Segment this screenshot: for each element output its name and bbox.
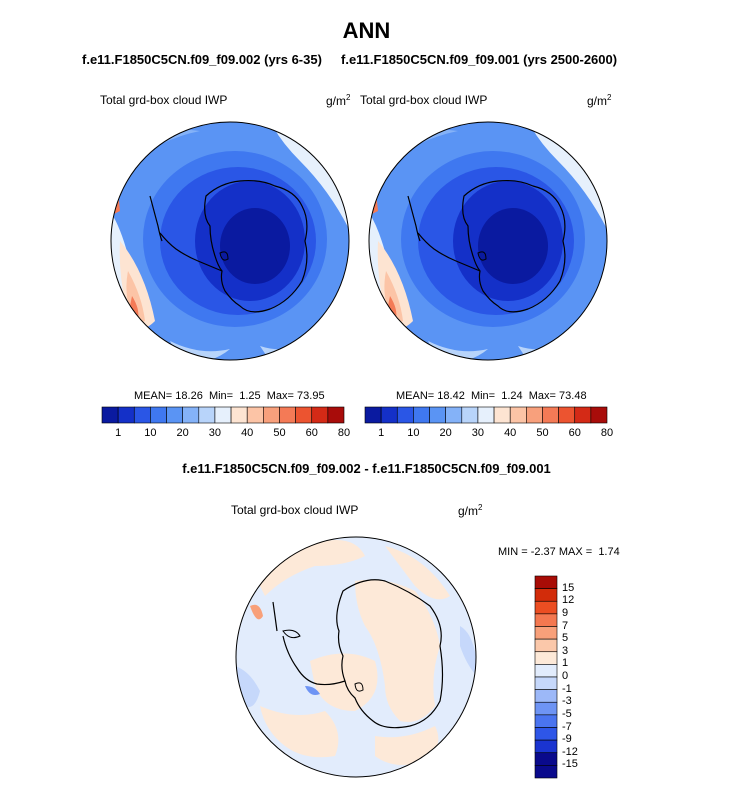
colorbar-tick-label: 9 bbox=[562, 606, 569, 619]
colorbar-tick-label: -12 bbox=[562, 745, 578, 758]
right-colorbar bbox=[364, 406, 608, 424]
colorbar-swatch bbox=[429, 406, 446, 424]
left-variable-label: Total grd-box cloud IWP bbox=[100, 93, 228, 107]
colorbar-swatch bbox=[534, 588, 558, 602]
right-run-title: f.e11.F1850C5CN.f09_f09.001 (yrs 2500-26… bbox=[341, 52, 618, 67]
colorbar-swatch bbox=[198, 406, 216, 424]
colorbar-swatch bbox=[117, 406, 135, 424]
colorbar-swatch bbox=[534, 638, 558, 653]
colorbar-tick-label: 80 bbox=[600, 427, 614, 439]
colorbar-tick-label: 0 bbox=[562, 670, 569, 682]
colorbar-swatch bbox=[542, 406, 559, 424]
colorbar-swatch bbox=[534, 676, 558, 690]
colorbar-swatch bbox=[558, 406, 576, 424]
colorbar-swatch bbox=[534, 613, 558, 627]
colorbar-tick-label: 1 bbox=[115, 427, 122, 439]
colorbar-swatch bbox=[263, 406, 280, 424]
colorbar-swatch bbox=[166, 406, 183, 424]
colorbar-swatch bbox=[445, 406, 463, 424]
colorbar-tick-label: -1 bbox=[562, 682, 572, 695]
colorbar-swatch bbox=[534, 739, 558, 754]
colorbar-swatch bbox=[396, 406, 414, 424]
colorbar-swatch bbox=[534, 727, 558, 741]
difference-title: f.e11.F1850C5CN.f09_f09.002 - f.e11.F185… bbox=[182, 461, 551, 476]
colorbar-tick-label: 7 bbox=[562, 619, 569, 632]
colorbar-swatch bbox=[327, 406, 345, 424]
colorbar-swatch bbox=[311, 406, 329, 424]
colorbar-tick-label: 20 bbox=[176, 427, 189, 439]
colorbar-tick-label: 50 bbox=[536, 427, 549, 439]
colorbar-swatch bbox=[534, 765, 558, 779]
colorbar-tick-label: 80 bbox=[337, 427, 351, 439]
diff-stats: MIN = -2.37 MAX = 1.74 bbox=[498, 546, 620, 558]
colorbar-swatch bbox=[574, 406, 592, 424]
colorbar-tick-label: 20 bbox=[439, 427, 452, 439]
colorbar-tick-label: -5 bbox=[562, 707, 572, 720]
colorbar-tick-label: 40 bbox=[504, 427, 517, 439]
colorbar-swatch bbox=[590, 406, 608, 424]
colorbar-swatch bbox=[477, 406, 495, 424]
colorbar-swatch bbox=[133, 406, 151, 424]
colorbar-swatch bbox=[182, 406, 200, 424]
colorbar-tick-label: 40 bbox=[241, 427, 254, 439]
colorbar-tick-label: 5 bbox=[562, 632, 569, 645]
colorbar-swatch bbox=[534, 701, 558, 716]
colorbar-tick-label: 50 bbox=[273, 427, 286, 439]
colorbar-tick-label: -9 bbox=[562, 733, 572, 746]
colorbar-tick-label: -7 bbox=[562, 720, 572, 733]
colorbar-swatch bbox=[230, 406, 248, 424]
colorbar-tick-label: 30 bbox=[471, 427, 485, 439]
left-colorbar bbox=[101, 406, 345, 424]
diff-variable-label: Total grd-box cloud IWP bbox=[231, 503, 359, 517]
colorbar-swatch bbox=[534, 651, 558, 665]
figure-title: ANN bbox=[342, 18, 391, 43]
diff-colorbar bbox=[534, 575, 558, 779]
left-polar-map bbox=[110, 121, 350, 361]
colorbar-swatch bbox=[493, 406, 511, 424]
colorbar-tick-label: 30 bbox=[208, 427, 222, 439]
colorbar-swatch bbox=[246, 406, 264, 424]
left-stats: MEAN= 18.26 Min= 1.25 Max= 73.95 bbox=[134, 390, 325, 402]
colorbar-swatch bbox=[461, 406, 479, 424]
colorbar-swatch bbox=[509, 406, 527, 424]
colorbar-swatch bbox=[534, 689, 558, 703]
diff-polar-map bbox=[235, 536, 477, 778]
colorbar-tick-label: -3 bbox=[562, 695, 572, 708]
colorbar-swatch bbox=[214, 406, 232, 424]
colorbar-tick-label: 15 bbox=[562, 581, 575, 594]
colorbar-swatch bbox=[101, 406, 119, 424]
right-stats: MEAN= 18.42 Min= 1.24 Max= 73.48 bbox=[396, 390, 587, 402]
left-run-title: f.e11.F1850C5CN.f09_f09.002 (yrs 6-35) bbox=[82, 52, 322, 67]
colorbar-swatch bbox=[534, 626, 558, 640]
colorbar-swatch bbox=[279, 406, 296, 424]
colorbar-tick-label: 1 bbox=[378, 427, 385, 439]
colorbar-tick-label: -15 bbox=[562, 758, 578, 771]
colorbar-swatch bbox=[295, 406, 313, 424]
colorbar-swatch bbox=[534, 714, 558, 728]
left-units: g/m2 bbox=[326, 93, 351, 108]
colorbar-tick-label: 3 bbox=[562, 644, 569, 657]
right-variable-label: Total grd-box cloud IWP bbox=[360, 93, 488, 107]
colorbar-swatch bbox=[534, 575, 558, 589]
right-polar-map bbox=[368, 121, 608, 361]
colorbar-tick-label: 60 bbox=[568, 427, 581, 439]
colorbar-tick-label: 10 bbox=[144, 427, 157, 439]
colorbar-swatch bbox=[364, 406, 382, 424]
colorbar-tick-label: 12 bbox=[562, 594, 575, 607]
colorbar-swatch bbox=[150, 406, 167, 424]
right-units: g/m2 bbox=[587, 93, 612, 108]
colorbar-swatch bbox=[534, 752, 558, 766]
colorbar-swatch bbox=[526, 406, 543, 424]
colorbar-swatch bbox=[534, 600, 558, 615]
diff-units: g/m2 bbox=[458, 503, 483, 518]
colorbar-tick-label: 1 bbox=[562, 657, 569, 670]
colorbar-swatch bbox=[534, 664, 558, 678]
colorbar-swatch bbox=[413, 406, 430, 424]
colorbar-swatch bbox=[380, 406, 398, 424]
colorbar-tick-label: 60 bbox=[305, 427, 318, 439]
colorbar-tick-label: 10 bbox=[407, 427, 420, 439]
